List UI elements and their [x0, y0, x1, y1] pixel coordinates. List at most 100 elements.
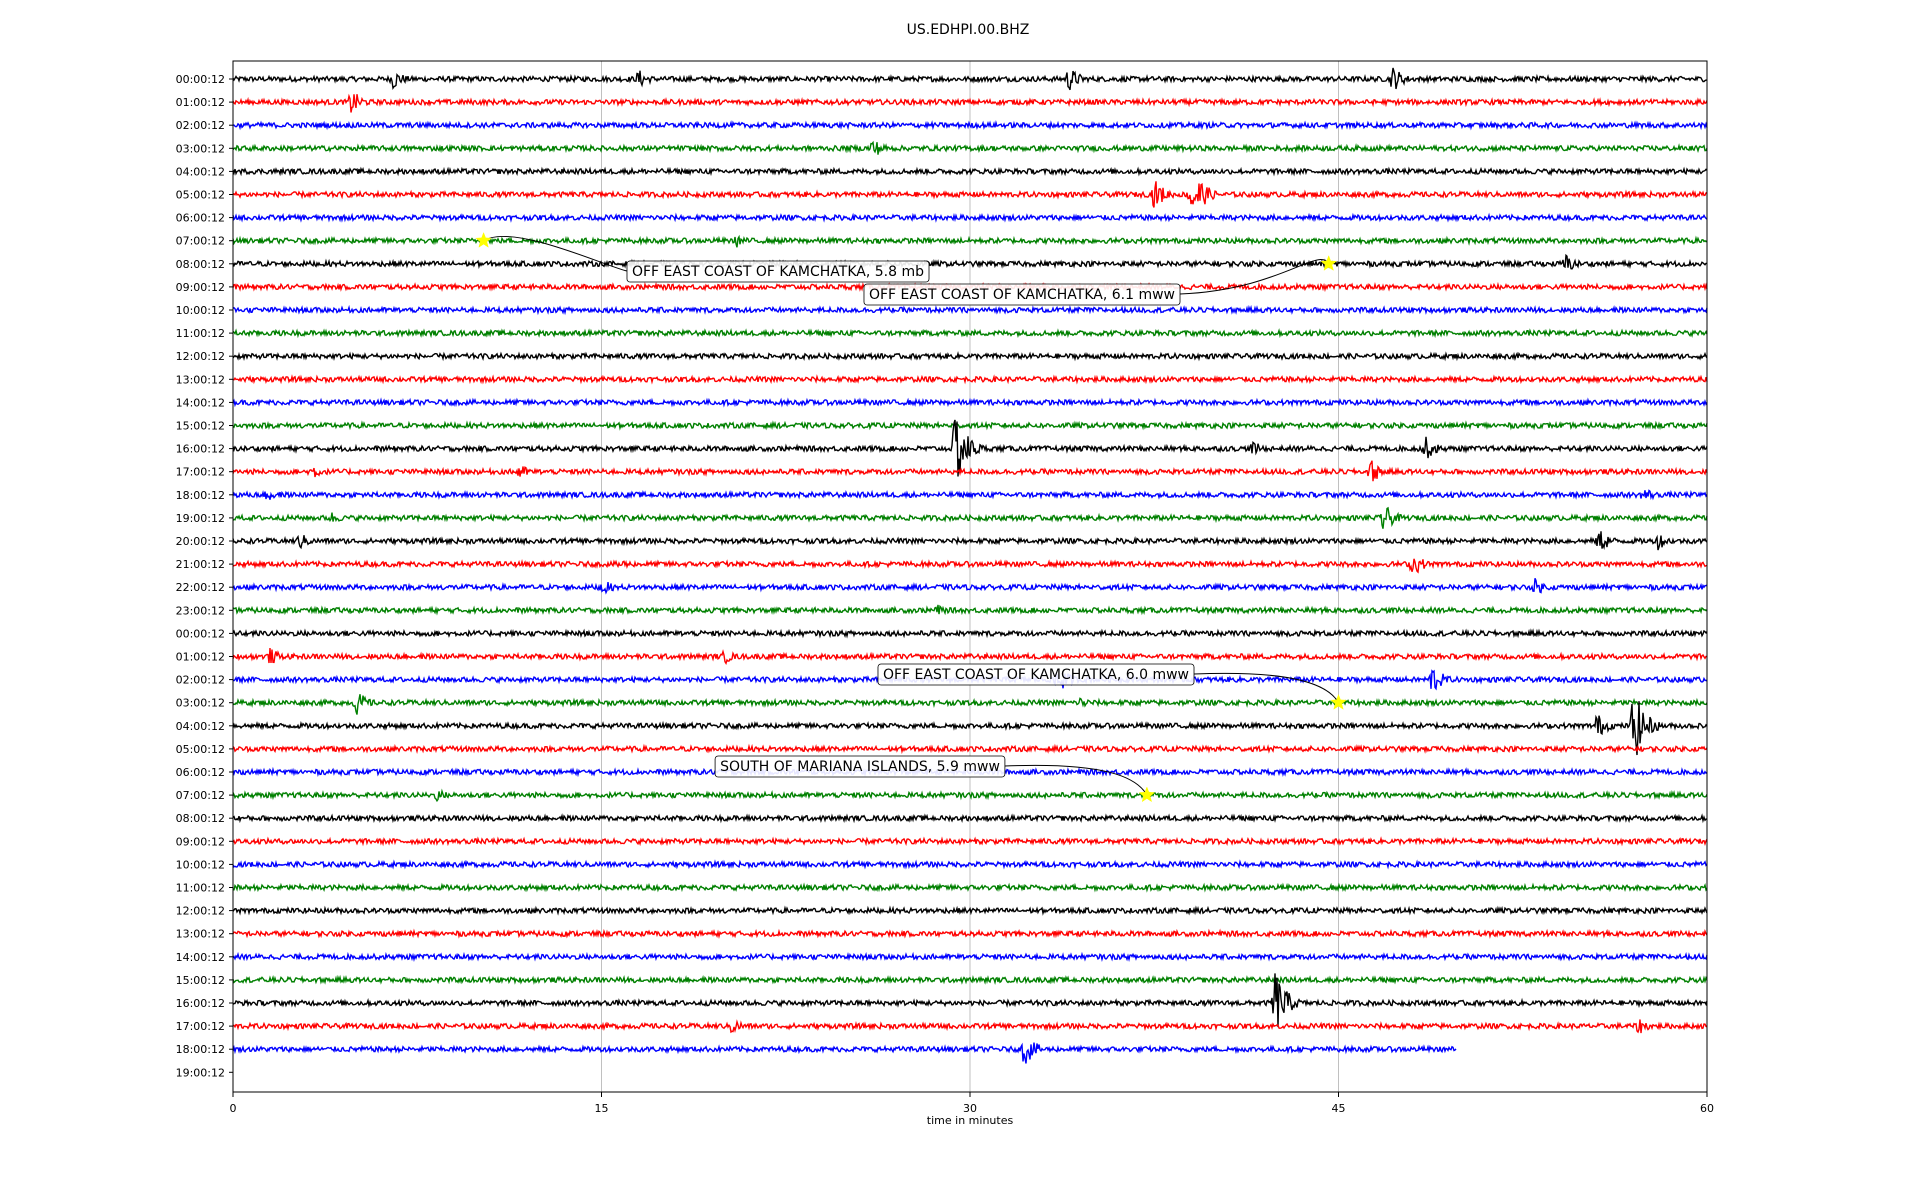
- row-time-label: 09:00:12: [176, 281, 225, 294]
- row-time-label: 04:00:12: [176, 165, 225, 178]
- row-time-label: 09:00:12: [176, 835, 225, 848]
- trace-line: [232, 140, 1708, 155]
- trace-line: [232, 1019, 1708, 1034]
- row-time-label: 08:00:12: [176, 812, 225, 825]
- row-time-label: 03:00:12: [176, 697, 225, 710]
- row-time-label: 13:00:12: [176, 373, 225, 386]
- trace-line: [232, 928, 1708, 939]
- trace-line: [232, 974, 1708, 986]
- row-time-label: 12:00:12: [176, 350, 225, 363]
- row-time-label: 18:00:12: [176, 489, 225, 502]
- row-time-label: 18:00:12: [176, 1043, 225, 1056]
- event-star-marker: [1330, 694, 1347, 710]
- event-annotation: OFF EAST COAST OF KAMCHATKA, 6.1 mww: [863, 255, 1337, 306]
- row-time-label: 00:00:12: [176, 627, 225, 640]
- row-time-label: 16:00:12: [176, 997, 225, 1010]
- row-time-label: 19:00:12: [176, 1066, 225, 1079]
- x-tick-label: 15: [595, 1102, 609, 1115]
- row-time-label: 21:00:12: [176, 558, 225, 571]
- event-annotations: OFF EAST COAST OF KAMCHATKA, 5.8 mb OFF E…: [475, 232, 1347, 803]
- trace-line: [232, 531, 1708, 551]
- x-axis-label: time in minutes: [927, 1114, 1014, 1127]
- trace-line: [232, 93, 1708, 113]
- row-time-label: 16:00:12: [176, 443, 225, 456]
- trace-line: [232, 212, 1708, 223]
- event-connector: [1179, 259, 1330, 295]
- row-time-label: 03:00:12: [176, 142, 225, 155]
- trace-line: [232, 397, 1708, 408]
- trace-line: [232, 578, 1708, 595]
- chart-title: US.EDHPI.00.BHZ: [907, 22, 1030, 38]
- row-time-label: 17:00:12: [176, 1020, 225, 1033]
- row-time-label: 10:00:12: [176, 858, 225, 871]
- row-time-label: 20:00:12: [176, 535, 225, 548]
- x-tick-label: 30: [963, 1102, 977, 1115]
- trace-line: [232, 304, 1708, 316]
- row-time-label: 14:00:12: [176, 951, 225, 964]
- trace-line: [232, 905, 1708, 916]
- row-time-label: 06:00:12: [176, 212, 225, 225]
- trace-line: [232, 836, 1708, 847]
- trace-line: [232, 694, 1708, 715]
- trace-line: [232, 701, 1708, 756]
- event-label-box: [863, 283, 1181, 306]
- grid-lines: [601, 61, 1339, 1092]
- row-time-label: 17:00:12: [176, 466, 225, 479]
- event-star-marker: [1138, 786, 1156, 803]
- event-annotation: OFF EAST COAST OF KAMCHATKA, 6.0 mww: [877, 663, 1347, 710]
- trace-line: [232, 813, 1708, 824]
- trace-line: [232, 420, 1708, 431]
- event-label: OFF EAST COAST OF KAMCHATKA, 5.8 mb: [632, 264, 924, 280]
- row-time-label: 11:00:12: [176, 327, 225, 340]
- row-time-label: 08:00:12: [176, 258, 225, 271]
- row-time-label: 04:00:12: [176, 720, 225, 733]
- event-annotation: OFF EAST COAST OF KAMCHATKA, 5.8 mb: [475, 232, 930, 283]
- row-time-label: 02:00:12: [176, 674, 225, 687]
- row-time-label: 12:00:12: [176, 905, 225, 918]
- row-time-label: 00:00:12: [176, 73, 225, 86]
- row-time-label: 11:00:12: [176, 882, 225, 895]
- trace-line: [232, 489, 1708, 501]
- row-time-label: 05:00:12: [176, 743, 225, 756]
- trace-line: [232, 788, 1708, 803]
- event-label: SOUTH OF MARIANA ISLANDS, 5.9 mww: [720, 759, 1000, 775]
- row-time-label: 15:00:12: [176, 974, 225, 987]
- row-time-label: 07:00:12: [176, 235, 225, 248]
- trace-line: [232, 743, 1708, 755]
- trace-line: [232, 253, 1708, 270]
- event-connector: [1004, 764, 1148, 796]
- event-label-box: [626, 260, 930, 283]
- event-label-box: [877, 663, 1195, 686]
- event-label-box: [714, 755, 1006, 778]
- trace-line: [232, 859, 1708, 870]
- row-time-label: 06:00:12: [176, 766, 225, 779]
- trace-line: [232, 328, 1708, 339]
- x-axis-ticks: 0 15 30 45 60: [230, 1092, 1714, 1115]
- plot-frame: [232, 60, 1708, 1093]
- row-time-label: 05:00:12: [176, 189, 225, 202]
- trace-line: [232, 647, 1707, 665]
- row-time-label: 01:00:12: [176, 96, 225, 109]
- row-time-label: 10:00:12: [176, 304, 225, 317]
- trace-line: [232, 350, 1708, 362]
- trace-line: [232, 67, 1707, 91]
- trace-line: [233, 120, 1708, 131]
- trace-line: [232, 506, 1708, 529]
- trace-line: [232, 628, 1708, 639]
- row-time-label: 01:00:12: [176, 651, 225, 664]
- event-label: OFF EAST COAST OF KAMCHATKA, 6.1 mww: [869, 287, 1175, 303]
- row-time-label: 22:00:12: [176, 581, 225, 594]
- row-time-labels: 00:00:12 01:00:12 02:00:12 03:00:12 04:00:12…: [176, 73, 233, 1079]
- event-connector: [483, 235, 628, 272]
- event-star-marker: [1320, 255, 1337, 271]
- row-time-label: 23:00:12: [176, 604, 225, 617]
- trace-line: [233, 882, 1708, 893]
- row-time-label: 15:00:12: [176, 420, 225, 433]
- x-tick-label: 60: [1700, 1102, 1714, 1115]
- row-time-label: 19:00:12: [176, 512, 225, 525]
- trace-line: [232, 558, 1708, 574]
- trace-line: [232, 166, 1708, 177]
- trace-line: [232, 604, 1708, 616]
- event-annotation: SOUTH OF MARIANA ISLANDS, 5.9 mww: [714, 755, 1156, 803]
- row-time-label: 14:00:12: [176, 396, 225, 409]
